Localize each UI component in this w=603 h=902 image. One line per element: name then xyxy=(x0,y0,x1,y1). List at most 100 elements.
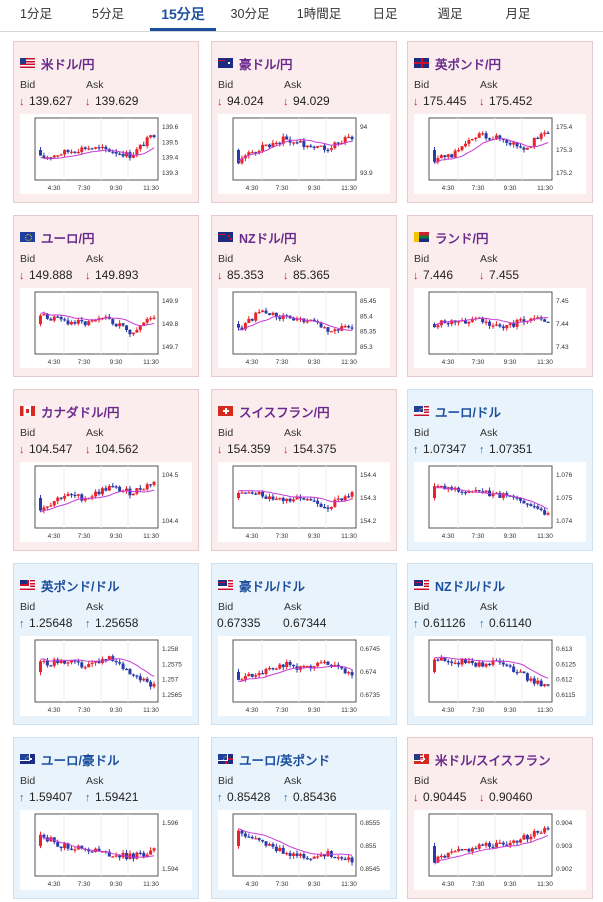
currency-pair-link[interactable]: ユーロ/豪ドル xyxy=(41,753,120,768)
x-tick-label: 7:30 xyxy=(276,185,289,192)
x-tick-label: 9:30 xyxy=(504,533,517,540)
currency-pair-link[interactable]: 英ポンド/ドル xyxy=(41,579,120,594)
x-tick-label: 4:30 xyxy=(48,533,61,540)
candlestick-chart[interactable]: 0.613 0.6125 0.612 0.6115 4:30 7:30 9:30 11:30 xyxy=(414,636,586,716)
x-tick-label: 7:30 xyxy=(472,359,485,366)
candlestick-chart[interactable]: 0.6745 0.674 0.6735 4:30 7:30 9:30 11:30 xyxy=(218,636,390,716)
rate-card[interactable]: ユーロ/英ポンド Bid Ask ↑ 0.85428 ↑ 0.85436 0.8555 0.85… xyxy=(211,737,397,899)
bid-value: ↓ 104.547 xyxy=(19,442,73,456)
arrow-up-icon: ↑ xyxy=(217,792,223,804)
ask-label: Ask xyxy=(480,253,498,265)
rate-card[interactable]: 米ドル/スイスフラン Bid Ask ↓ 0.90445 ↓ 0.90460 0.904 0.9… xyxy=(407,737,593,899)
y-tick-label: 0.674 xyxy=(360,669,377,676)
bid-label: Bid xyxy=(218,253,234,265)
tab-3[interactable]: 15分足 xyxy=(150,0,216,31)
card-header: ユーロ/英ポンド xyxy=(218,751,330,768)
candlestick-chart[interactable]: 154.4 154.3 154.2 4:30 7:30 9:30 11:30 xyxy=(218,462,390,542)
bid-value: 0.67335 xyxy=(217,616,261,630)
x-tick-label: 9:30 xyxy=(110,185,123,192)
currency-pair-link[interactable]: ユーロ/ドル xyxy=(435,405,501,420)
x-tick-label: 4:30 xyxy=(48,185,61,192)
currency-pair-link[interactable]: 豪ドル/ドル xyxy=(239,579,305,594)
y-tick-label: 7.44 xyxy=(556,321,569,328)
y-tick-label: 85.3 xyxy=(360,344,373,351)
currency-pair-link[interactable]: NZドル/ドル xyxy=(435,579,506,594)
rate-card[interactable]: 豪ドル/ドル Bid Ask 0.67335 0.67344 0.6745 0.674 0.6… xyxy=(211,563,397,725)
x-tick-label: 9:30 xyxy=(110,533,123,540)
y-tick-label: 0.904 xyxy=(556,820,573,827)
y-tick-label: 1.258 xyxy=(162,646,179,653)
currency-pair-link[interactable]: ユーロ/円 xyxy=(41,231,95,246)
rate-card[interactable]: ランド/円 Bid Ask ↓ 7.446 ↓ 7.455 7.45 7.44 7.43 4:30 7… xyxy=(407,215,593,377)
y-tick-label: 93.9 xyxy=(360,170,373,177)
ask-label: Ask xyxy=(480,775,498,787)
y-tick-label: 85.45 xyxy=(360,298,377,305)
x-tick-label: 4:30 xyxy=(48,881,61,888)
rate-card[interactable]: NZドル/ドル Bid Ask ↑ 0.61126 ↑ 0.61140 0.613 0.6125… xyxy=(407,563,593,725)
candlestick-chart[interactable]: 94 93.9 4:30 7:30 9:30 11:30 xyxy=(218,114,390,194)
x-tick-label: 9:30 xyxy=(504,881,517,888)
currency-pair-link[interactable]: ランド/円 xyxy=(435,231,489,246)
tab-7[interactable]: 週足 xyxy=(437,7,463,21)
tab-1[interactable]: 1分足 xyxy=(20,7,52,21)
x-tick-label: 4:30 xyxy=(246,359,259,366)
currency-pair-link[interactable]: 豪ドル/円 xyxy=(239,57,293,72)
arrow-down-icon: ↓ xyxy=(217,444,223,456)
rate-card[interactable]: カナダドル/円 Bid Ask ↓ 104.547 ↓ 104.562 104.5 104.4 4… xyxy=(13,389,199,551)
currency-pair-link[interactable]: 米ドル/円 xyxy=(41,57,95,72)
x-tick-label: 7:30 xyxy=(276,881,289,888)
rate-card[interactable]: 英ポンド/円 Bid Ask ↓ 175.445 ↓ 175.452 175.4 175.3 17… xyxy=(407,41,593,203)
ca-flag-icon xyxy=(20,406,35,416)
y-tick-label: 0.8545 xyxy=(360,866,380,873)
rate-card[interactable]: 豪ドル/円 Bid Ask ↓ 94.024 ↓ 94.029 94 93.9 4:30 7:30 9… xyxy=(211,41,397,203)
eu-au-flag-icon xyxy=(20,754,35,764)
tab-2[interactable]: 5分足 xyxy=(92,7,124,21)
currency-pair-link[interactable]: 英ポンド/円 xyxy=(435,57,501,72)
rate-card[interactable]: 米ドル/円 Bid Ask ↓ 139.627 ↓ 139.629 139.6 139.5 139… xyxy=(13,41,199,203)
candlestick-chart[interactable]: 0.904 0.903 0.902 4:30 7:30 9:30 11:30 xyxy=(414,810,586,890)
eu-flag-icon xyxy=(20,232,35,242)
ask-label: Ask xyxy=(284,775,302,787)
currency-pair-link[interactable]: スイスフラン/円 xyxy=(239,405,330,420)
tab-8[interactable]: 月足 xyxy=(505,7,531,21)
y-tick-label: 154.3 xyxy=(360,495,377,502)
rate-card[interactable]: NZドル/円 Bid Ask ↓ 85.353 ↓ 85.365 85.45 85.4 85.35… xyxy=(211,215,397,377)
tab-5[interactable]: 1時間足 xyxy=(296,7,342,21)
candlestick-chart[interactable]: 175.4 175.3 175.2 4:30 7:30 9:30 11:30 xyxy=(414,114,586,194)
rate-card[interactable]: ユーロ/豪ドル Bid Ask ↑ 1.59407 ↑ 1.59421 1.596 1.594 4… xyxy=(13,737,199,899)
currency-pair-link[interactable]: カナダドル/円 xyxy=(41,405,120,420)
candlestick-chart[interactable]: 0.8555 0.855 0.8545 4:30 7:30 9:30 11:30 xyxy=(218,810,390,890)
y-tick-label: 139.6 xyxy=(162,124,179,131)
x-tick-label: 7:30 xyxy=(78,359,91,366)
y-tick-label: 154.2 xyxy=(360,518,377,525)
ask-value: ↓ 149.893 xyxy=(85,268,139,282)
x-tick-label: 7:30 xyxy=(78,533,91,540)
tab-4[interactable]: 30分足 xyxy=(230,7,270,21)
us-ch-flag-icon xyxy=(414,754,429,764)
au-flag-icon xyxy=(218,58,233,68)
currency-pair-link[interactable]: NZドル/円 xyxy=(239,231,297,246)
candlestick-chart[interactable]: 1.596 1.594 4:30 7:30 9:30 11:30 xyxy=(20,810,192,890)
rate-card[interactable]: ユーロ/円 Bid Ask ↓ 149.888 ↓ 149.893 149.9 149.8 149… xyxy=(13,215,199,377)
rate-card[interactable]: ユーロ/ドル Bid Ask ↑ 1.07347 ↑ 1.07351 1.076 1.075 1.… xyxy=(407,389,593,551)
y-tick-label: 149.7 xyxy=(162,344,179,351)
candlestick-chart[interactable]: 7.45 7.44 7.43 4:30 7:30 9:30 11:30 xyxy=(414,288,586,368)
x-tick-label: 4:30 xyxy=(442,185,455,192)
candlestick-chart[interactable]: 1.258 1.2575 1.257 1.2565 4:30 7:30 9:30 11:30 xyxy=(20,636,192,716)
rate-card[interactable]: スイスフラン/円 Bid Ask ↓ 154.359 ↓ 154.375 154.4 154.3… xyxy=(211,389,397,551)
candlestick-chart[interactable]: 104.5 104.4 4:30 7:30 9:30 11:30 xyxy=(20,462,192,542)
card-header: 豪ドル/円 xyxy=(218,55,293,72)
candlestick-chart[interactable]: 1.076 1.075 1.074 4:30 7:30 9:30 11:30 xyxy=(414,462,586,542)
candlestick-chart[interactable]: 149.9 149.8 149.7 4:30 7:30 9:30 11:30 xyxy=(20,288,192,368)
y-tick-label: 0.903 xyxy=(556,843,573,850)
card-header: ユーロ/ドル xyxy=(414,403,501,420)
candlestick-chart[interactable]: 139.6 139.5 139.4 139.3 4:30 7:30 9:30 11:30 xyxy=(20,114,192,194)
candlestick-chart[interactable]: 85.45 85.4 85.35 85.3 4:30 7:30 9:30 11:30 xyxy=(218,288,390,368)
arrow-down-icon: ↓ xyxy=(283,444,289,456)
rate-card[interactable]: 英ポンド/ドル Bid Ask ↑ 1.25648 ↑ 1.25658 1.258 1.2575… xyxy=(13,563,199,725)
currency-pair-link[interactable]: 米ドル/スイスフラン xyxy=(435,753,551,768)
currency-pair-link[interactable]: ユーロ/英ポンド xyxy=(239,753,330,768)
x-tick-label: 11:30 xyxy=(537,533,553,540)
tab-6[interactable]: 日足 xyxy=(372,7,398,21)
x-tick-label: 11:30 xyxy=(341,533,357,540)
